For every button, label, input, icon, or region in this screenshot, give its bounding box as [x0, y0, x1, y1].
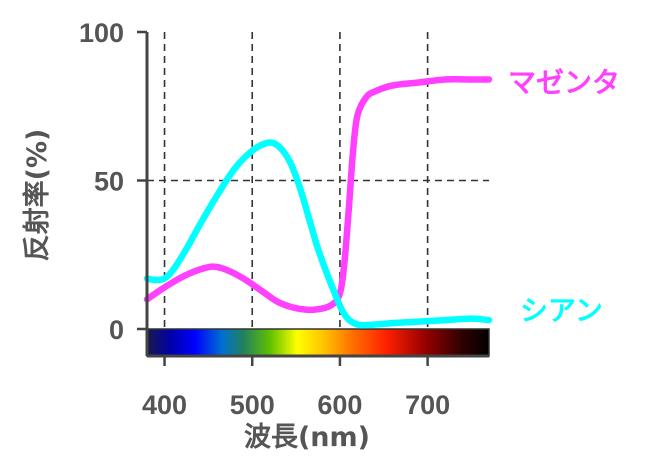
- y-axis-title: 反射率(%): [21, 129, 53, 262]
- x-tick-label-500: 500: [230, 390, 275, 420]
- legend-magenta: マゼンタ: [508, 66, 620, 99]
- series-lines: [143, 76, 493, 329]
- spectrum-bar: [146, 328, 490, 357]
- ticks: 400 500 600 700 0 50 100: [79, 18, 450, 420]
- x-tick-label-700: 700: [405, 390, 450, 420]
- y-tick-label-0: 0: [109, 315, 124, 345]
- y-tick-label-100: 100: [79, 18, 124, 48]
- x-tick-label-600: 600: [317, 390, 362, 420]
- x-axis-title: 波長(nm): [244, 422, 370, 453]
- axes: [145, 32, 489, 358]
- series-line-1: [143, 139, 493, 329]
- x-tick-label-400: 400: [142, 390, 187, 420]
- y-tick-label-50: 50: [94, 167, 124, 197]
- grid-lines: [147, 32, 489, 329]
- legend-cyan: シアン: [520, 294, 603, 327]
- series-line-0: [143, 76, 493, 314]
